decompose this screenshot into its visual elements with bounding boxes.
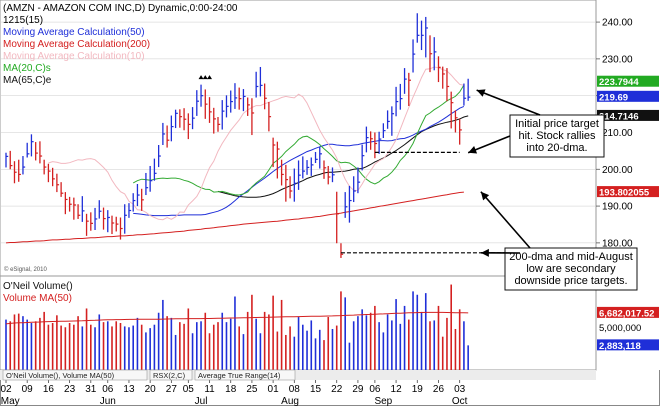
legend-ma200: Moving Average Calculation(200) xyxy=(3,39,150,50)
watermark: © eSignal, 2010 xyxy=(4,266,47,273)
xtick-label-2: 16 xyxy=(43,384,55,395)
tab-atr[interactable]: Average True Range(14) xyxy=(195,370,295,380)
ytick-label-190: 190.00 xyxy=(602,202,633,213)
annotation-2: 200-dma and mid-August low are secondary… xyxy=(505,248,637,290)
indicator-tabs: O'Neil Volume(), Volume MA(50) RSX(2,C) … xyxy=(0,370,596,380)
xtick-label-9: 05 xyxy=(183,384,195,395)
legend-ma10: Moving Average Calculation(10) xyxy=(3,51,145,62)
annotation-2-line-2: low are secondary xyxy=(526,263,616,275)
xtick-label-13: 01 xyxy=(268,384,280,395)
ytick-label-240: 240.00 xyxy=(602,18,633,29)
xtick-label-11: 18 xyxy=(225,384,237,395)
volume-value-label-2: 2,883,118 xyxy=(599,341,641,352)
legend-ma50: Moving Average Calculation(50) xyxy=(3,27,145,38)
annotation-1: Initial price target hit. Stock rallies … xyxy=(510,115,604,157)
volume-ma-label: Volume MA(50) xyxy=(3,293,72,304)
tab-volume-label: O'Neil Volume(), Volume MA(50) xyxy=(6,371,115,380)
legend-ma65: MA(65,C)e xyxy=(3,75,52,86)
xtick-label-15: 15 xyxy=(310,384,322,395)
volume-title: O'Neil Volume() xyxy=(3,281,73,292)
price-value-label-1: 219.69 xyxy=(599,92,628,103)
xtick-label-8: 27 xyxy=(166,384,178,395)
price-value-label-3: 193.802055 xyxy=(599,188,650,199)
interval-label: 1215(15) xyxy=(3,15,43,26)
xtick-label-10: 11 xyxy=(204,384,215,395)
xtick-label-21: 26 xyxy=(433,384,445,395)
xtick-label-0: 02 xyxy=(0,384,12,395)
annotation-2-line-3: downside price targets. xyxy=(514,275,627,287)
xtick-label-14: 08 xyxy=(289,384,301,395)
tab-rsx[interactable]: RSX(2,C) xyxy=(150,370,192,380)
legend-ma20: MA(20,C)s xyxy=(3,63,51,74)
tab-atr-label: Average True Range(14) xyxy=(198,371,281,380)
price-value-label-2: 214.7146 xyxy=(599,111,639,122)
month-label-5: Oct xyxy=(452,396,468,406)
xtick-label-3: 23 xyxy=(64,384,76,395)
month-label-3: Aug xyxy=(281,396,299,406)
xtick-label-1: 09 xyxy=(22,384,34,395)
xtick-label-17: 29 xyxy=(352,384,364,395)
annotation-1-line-1: Initial price target xyxy=(515,118,599,130)
symbol-title: (AMZN - AMAZON COM INC,D) Dynamic,0:00-2… xyxy=(3,3,238,14)
xtick-label-6: 13 xyxy=(123,384,135,395)
xtick-label-20: 19 xyxy=(412,384,424,395)
price-value-label-0: 223.7944 xyxy=(599,77,639,88)
xtick-label-4: 31 xyxy=(85,384,97,395)
xtick-label-12: 25 xyxy=(246,384,258,395)
xtick-label-16: 22 xyxy=(331,384,343,395)
annotation-1-line-2: hit. Stock rallies xyxy=(518,130,596,142)
tab-rsx-label: RSX(2,C) xyxy=(153,371,186,380)
volume-value-label-1: 5,000,000 xyxy=(599,323,641,334)
ytick-label-200: 200.00 xyxy=(602,165,633,176)
tab-volume[interactable]: O'Neil Volume(), Volume MA(50) xyxy=(3,370,147,380)
annotation-2-line-1: 200-dma and mid-August xyxy=(509,251,633,263)
xtick-label-22: 03 xyxy=(454,384,466,395)
volume-value-label-0: 6,682,017.52 xyxy=(599,308,654,319)
xtick-label-18: 06 xyxy=(369,384,381,395)
xtick-label-19: 12 xyxy=(391,384,403,395)
month-label-0: May xyxy=(1,396,20,406)
annotation-1-line-3: into 20-dma. xyxy=(526,142,587,154)
month-label-1: Jun xyxy=(100,396,116,406)
month-label-2: Jul xyxy=(195,396,208,406)
ytick-label-210: 210.00 xyxy=(602,128,633,139)
xtick-label-7: 20 xyxy=(145,384,157,395)
month-label-4: Sep xyxy=(374,396,392,406)
ytick-label-230: 230.00 xyxy=(602,54,633,65)
xtick-label-5: 06 xyxy=(102,384,114,395)
